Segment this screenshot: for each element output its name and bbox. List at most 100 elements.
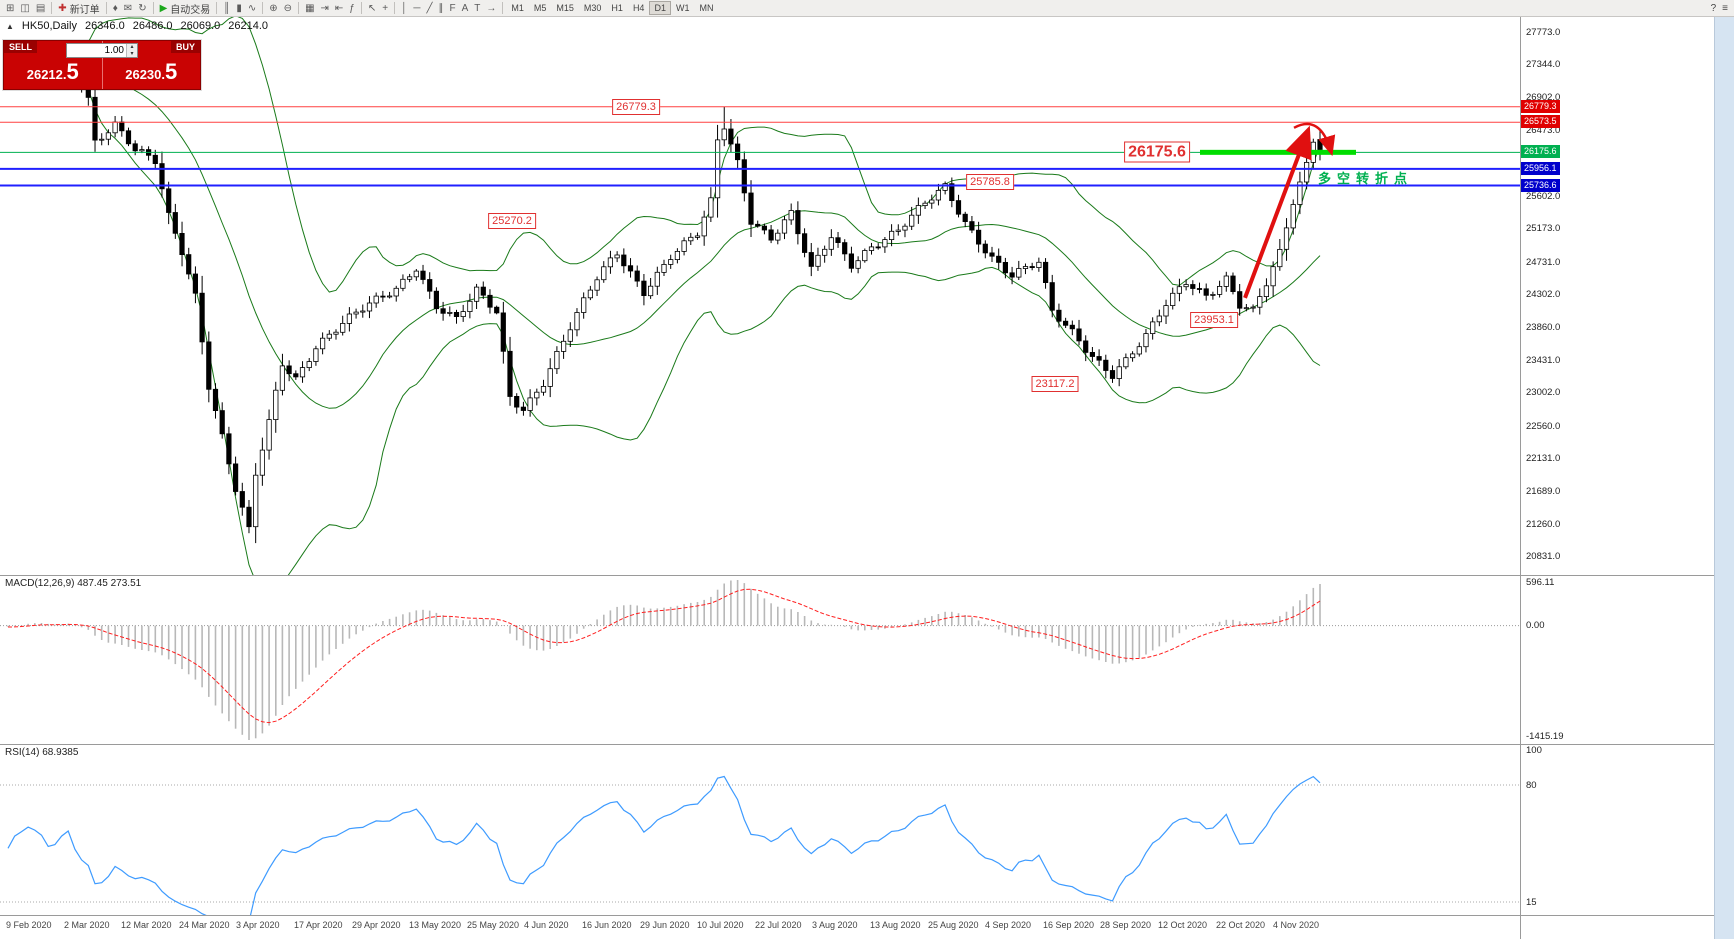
new-order-button-label: 新订单 [69, 4, 100, 16]
main-chart-canvas[interactable] [0, 17, 1520, 575]
new-chart-icon: ⊞ [6, 2, 15, 14]
rsi-label: RSI(14) 68.9385 [5, 747, 79, 758]
volume-spinner[interactable]: ▴ ▾ [126, 44, 137, 57]
bar-chart-button[interactable]: ║ [220, 1, 233, 16]
panel-divider[interactable] [0, 744, 1714, 745]
main-chart-panel[interactable]: ▲ HK50,Daily 26346.0 26486.0 26069.0 262… [0, 17, 1714, 575]
macd-signal-line [7, 588, 1321, 724]
news-icon: ✉ [123, 2, 133, 14]
time-axis[interactable]: 9 Feb 2020 2 Mar 2020 12 Mar 2020 24 Mar 20… [0, 916, 1714, 939]
rsi-panel[interactable]: RSI(14) 68.9385 100 80 15 [0, 745, 1714, 915]
line-chart-button[interactable]: ∿ [245, 1, 259, 16]
text-button[interactable]: A [459, 1, 472, 16]
new-chart-button[interactable]: ⊞ [3, 1, 17, 16]
macd-label: MACD(12,26,9) 487.45 273.51 [5, 578, 142, 589]
auto-trading-button[interactable]: ▶ 自动交易 [157, 1, 214, 16]
arrow-tool-button[interactable]: → [483, 1, 499, 16]
cursor-icon: ↖ [367, 2, 377, 14]
crosshair-button[interactable]: + [379, 1, 391, 16]
timeframe-m15[interactable]: M15 [556, 3, 574, 13]
chart-annotation[interactable]: 多空转折点 [1318, 171, 1414, 186]
chart-header: ▲ HK50,Daily 26346.0 26486.0 26069.0 262… [6, 20, 268, 32]
auto-scroll-icon: ⇥ [320, 2, 329, 14]
trendline-button[interactable]: ╱ [423, 1, 435, 16]
zoom-out-icon: ⊖ [283, 2, 293, 14]
zoom-in-icon: ⊕ [269, 2, 278, 14]
profiles-button[interactable]: ◫ [17, 1, 32, 16]
menu-icon[interactable]: ≡ [1722, 2, 1728, 14]
horizontal-line-button[interactable]: ─ [410, 1, 423, 16]
close-value: 26214.0 [228, 20, 269, 32]
timeframe-d1[interactable]: D1 [649, 1, 671, 15]
price-callout-25270.2[interactable]: 25270.2 [488, 213, 536, 229]
rsi-canvas[interactable] [0, 745, 1520, 915]
zoom-out-button[interactable]: ⊖ [281, 1, 295, 16]
alerts-button[interactable]: ♦ [110, 1, 121, 16]
zoom-in-button[interactable]: ⊕ [266, 1, 280, 16]
time-label-17: 4 Sep 2020 [985, 920, 1032, 930]
timeframe-w1[interactable]: W1 [675, 3, 690, 13]
chart-shift-button[interactable]: ⇤ [332, 1, 346, 16]
time-label-21: 22 Oct 2020 [1216, 920, 1266, 930]
text-label-button[interactable]: T [471, 1, 483, 16]
price-tag-26779.3: 26779.3 [1521, 100, 1560, 113]
low-value: 26069.0 [180, 20, 221, 32]
vertical-line-button[interactable]: │ [398, 1, 410, 16]
channel-button[interactable]: ∥ [435, 1, 446, 16]
sell-button[interactable]: SELL 26212.5 [4, 41, 103, 89]
toolbar-separator [51, 2, 53, 14]
time-label-22: 4 Nov 2020 [1273, 920, 1320, 930]
price-callout-26175.6[interactable]: 26175.6 [1124, 141, 1190, 163]
vertical-line-icon: │ [401, 2, 408, 14]
rsi-axis-15: 15 [1526, 897, 1537, 908]
pullback-arrow[interactable] [1293, 122, 1336, 157]
rsi-line [7, 775, 1321, 915]
one-click-toggle-icon[interactable]: ▲ [6, 21, 14, 31]
cursor-button[interactable]: ↖ [365, 1, 379, 16]
price-tick: 25173.0 [1526, 223, 1561, 234]
timeframe-m30[interactable]: M30 [583, 3, 602, 13]
panel-divider[interactable] [0, 575, 1714, 576]
macd-panel[interactable]: MACD(12,26,9) 487.45 273.51 596.11 0.00 … [0, 576, 1714, 744]
spin-down-icon[interactable]: ▾ [127, 50, 137, 57]
price-callout-25785.8[interactable]: 25785.8 [966, 174, 1014, 190]
panel-divider [0, 915, 1714, 916]
timeframe-m5[interactable]: M5 [533, 3, 547, 13]
timeframe-h1[interactable]: H1 [611, 3, 623, 13]
auto-trading-button-label: 自动交易 [170, 4, 211, 16]
volume-input[interactable] [67, 44, 126, 57]
time-label-9: 4 Jun 2020 [524, 920, 569, 930]
timeframe-mn[interactable]: MN [699, 3, 714, 13]
help-icon[interactable]: ? [1710, 2, 1717, 14]
macd-canvas[interactable] [0, 576, 1520, 744]
timeframe-m1[interactable]: M1 [511, 3, 524, 13]
tile-windows-icon: ▦ [305, 2, 315, 14]
news-button[interactable]: ✉ [121, 1, 135, 16]
indicators-button[interactable]: ƒ [346, 1, 358, 16]
candlestick-chart-button[interactable]: ▮ [233, 1, 245, 16]
price-axis-separator [1520, 17, 1521, 939]
alerts-icon: ♦ [112, 2, 118, 14]
trend-arrow[interactable] [1243, 125, 1312, 299]
auto-scroll-button[interactable]: ⇥ [318, 1, 332, 16]
refresh-button[interactable]: ↻ [135, 1, 149, 16]
price-tick: 26902.0 [1526, 92, 1561, 103]
price-callout-26779.3[interactable]: 26779.3 [612, 99, 660, 115]
price-tick: 23002.0 [1526, 387, 1561, 398]
tile-windows-button[interactable]: ▦ [302, 1, 317, 16]
buy-button[interactable]: BUY 26230.5 [103, 41, 200, 89]
timeframe-h4[interactable]: H4 [632, 3, 645, 13]
one-click-trade-widget: SELL 26212.5 BUY 26230.5 ▴▾ [3, 40, 201, 90]
vertical-scrollbar[interactable] [1714, 17, 1734, 939]
macd-axis-max: 596.11 [1526, 577, 1555, 588]
fibonacci-button[interactable]: F [446, 1, 458, 16]
time-label-8: 25 May 2020 [467, 920, 520, 930]
new-order-button[interactable]: ✚ 新订单 [55, 1, 102, 16]
spin-up-icon[interactable]: ▴ [127, 44, 137, 51]
price-callout-23117.2[interactable]: 23117.2 [1031, 376, 1079, 392]
toolbar-separator [216, 2, 218, 14]
support-zone[interactable] [1200, 149, 1356, 155]
toolbar-separator [152, 2, 154, 14]
price-callout-23953.1[interactable]: 23953.1 [1190, 312, 1238, 328]
market-watch-button[interactable]: ▤ [33, 1, 48, 16]
